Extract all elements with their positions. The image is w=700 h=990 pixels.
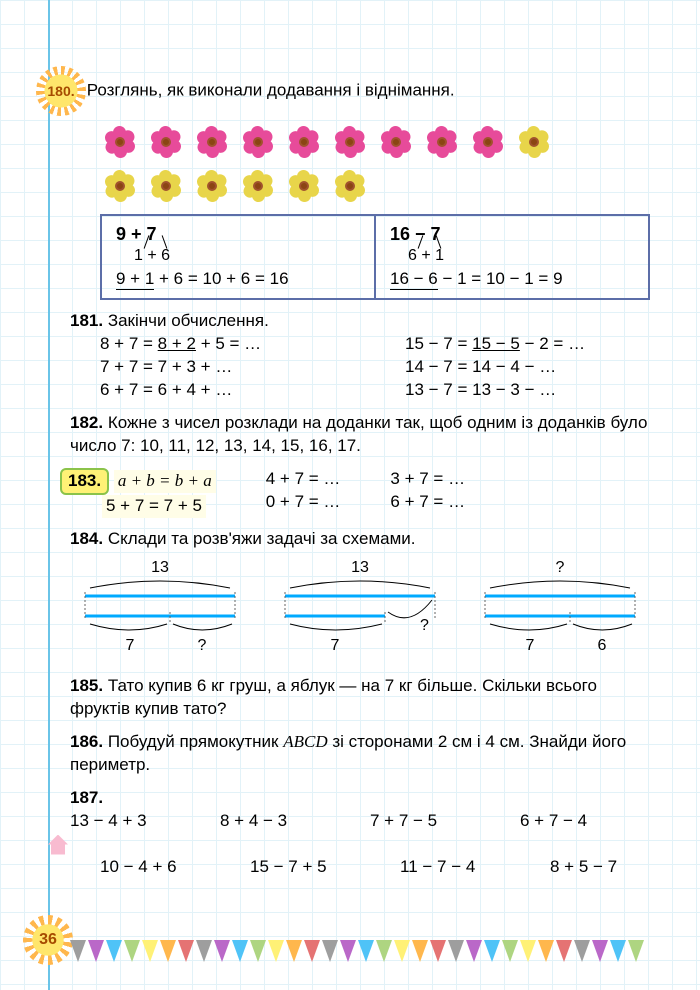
flower-icon xyxy=(514,122,554,162)
task-text-a: Побудуй прямокутник xyxy=(108,732,283,751)
calc-line: 6 + 7 = 6 + 4 + … xyxy=(100,379,345,402)
calc-line: 14 − 7 = 14 − 4 − … xyxy=(405,356,650,379)
calc-line: 8 + 7 = 8 + 2 + 5 = … xyxy=(100,333,345,356)
flower-icon xyxy=(284,122,324,162)
flower-icon xyxy=(146,166,186,206)
svg-text:7: 7 xyxy=(526,637,535,654)
task-text: Тато купив 6 кг груш, а яблук — на 7 кг … xyxy=(70,676,597,718)
svg-text:?: ? xyxy=(556,559,565,576)
flower-icon xyxy=(100,166,140,206)
task-183: 183. a + b = b + a 5 + 7 = 7 + 5 4 + 7 =… xyxy=(70,468,650,518)
calc-line: 10 − 4 + 6 xyxy=(100,856,210,879)
flower-icon xyxy=(468,122,508,162)
box-right-rest: − 1 = 10 − 1 = 9 xyxy=(438,269,563,288)
svg-text:?: ? xyxy=(198,637,207,654)
svg-text:13: 13 xyxy=(351,559,369,576)
svg-text:7: 7 xyxy=(331,637,340,654)
task-184: 184. Склади та розв'яжи задачі за схемам… xyxy=(70,528,650,666)
house-icon xyxy=(48,835,68,855)
split-left: 1 + 6 xyxy=(134,247,170,265)
calc-box: 9 + 7 1 + 6 9 + 1 + 6 = 10 + 6 = 16 16 −… xyxy=(100,214,650,300)
flower-icon xyxy=(192,166,232,206)
calc-line: 6 + 7 − 4 xyxy=(520,810,630,833)
flower-icon xyxy=(330,166,370,206)
task-num: 180. xyxy=(47,82,74,101)
flower-icon xyxy=(192,122,232,162)
task-num: 184. xyxy=(70,529,103,548)
calc-line: 3 + 7 = … xyxy=(390,468,465,491)
calc-line: 13 − 7 = 13 − 3 − … xyxy=(405,379,650,402)
flower-icon xyxy=(376,122,416,162)
rect-name: ABCD xyxy=(283,732,327,751)
task-text: Закінчи обчислення. xyxy=(108,311,269,330)
scheme-diagram: 13 7 ? xyxy=(275,558,445,665)
calc-line: 4 + 7 = … xyxy=(266,468,341,491)
task-text: Кожне з чисел розклади на доданки так, щ… xyxy=(70,413,648,455)
u-left: 9 + 1 xyxy=(116,269,154,290)
calc-line: 7 + 7 − 5 xyxy=(370,810,480,833)
task-185: 185. Тато купив 6 кг груш, а яблук — на … xyxy=(70,675,650,721)
calc-line: 8 + 5 − 7 xyxy=(550,856,660,879)
task-num: 181. xyxy=(70,311,103,330)
svg-text:?: ? xyxy=(420,617,429,634)
task-186: 186. Побудуй прямокутник ABCD зі сторона… xyxy=(70,731,650,777)
u-right: 16 − 6 xyxy=(390,269,438,290)
flower-icon xyxy=(238,122,278,162)
flower-rows xyxy=(100,122,650,206)
example: 5 + 7 = 7 + 5 xyxy=(102,495,206,518)
calc-line: 13 − 4 + 3 xyxy=(70,810,180,833)
task-187: 187. 13 − 4 + 3 8 + 4 − 3 7 + 7 − 5 6 + 7 −… xyxy=(70,787,650,879)
scheme-diagram: 13 7 ? xyxy=(75,558,245,665)
task-text: Склади та розв'яжи задачі за схемами. xyxy=(108,529,416,548)
calc-line: 15 − 7 = 15 − 5 − 2 = … xyxy=(405,333,650,356)
bunting-icon xyxy=(70,940,700,970)
scheme-diagram: ? 7 6 xyxy=(475,558,645,665)
calc-line: 7 + 7 = 7 + 3 + … xyxy=(100,356,345,379)
svg-text:7: 7 xyxy=(126,637,135,654)
svg-text:6: 6 xyxy=(598,637,607,654)
task-182: 182. Кожне з чисел розклади на доданки т… xyxy=(70,412,650,458)
split-right: 6 + 1 xyxy=(408,247,444,265)
sun-icon: 180. xyxy=(40,70,82,112)
task-num: 183. xyxy=(60,468,109,495)
page-footer: 36 xyxy=(0,940,700,990)
svg-text:13: 13 xyxy=(151,559,169,576)
task-num: 182. xyxy=(70,413,103,432)
task-num: 186. xyxy=(70,732,103,751)
flower-icon xyxy=(284,166,324,206)
flower-icon xyxy=(238,166,278,206)
task-180: 180. Розглянь, як виконали додавання і в… xyxy=(70,70,650,112)
task-num: 187. xyxy=(70,788,103,807)
calc-line: 11 − 7 − 4 xyxy=(400,856,510,879)
calc-line: 15 − 7 + 5 xyxy=(250,856,360,879)
flower-icon xyxy=(146,122,186,162)
box-left-rest: + 6 = 10 + 6 = 16 xyxy=(154,269,288,288)
task-text: Розглянь, як виконали додавання і віднім… xyxy=(87,80,455,99)
calc-line: 8 + 4 − 3 xyxy=(220,810,330,833)
calc-line: 6 + 7 = … xyxy=(390,491,465,514)
task-num: 185. xyxy=(70,676,103,695)
formula: a + b = b + a xyxy=(114,470,216,493)
page-number: 36 xyxy=(28,920,68,960)
calc-line: 0 + 7 = … xyxy=(266,491,341,514)
flower-icon xyxy=(100,122,140,162)
flower-icon xyxy=(330,122,370,162)
task-181: 181. Закінчи обчислення. 8 + 7 = 8 + 2 +… xyxy=(70,310,650,402)
flower-icon xyxy=(422,122,462,162)
